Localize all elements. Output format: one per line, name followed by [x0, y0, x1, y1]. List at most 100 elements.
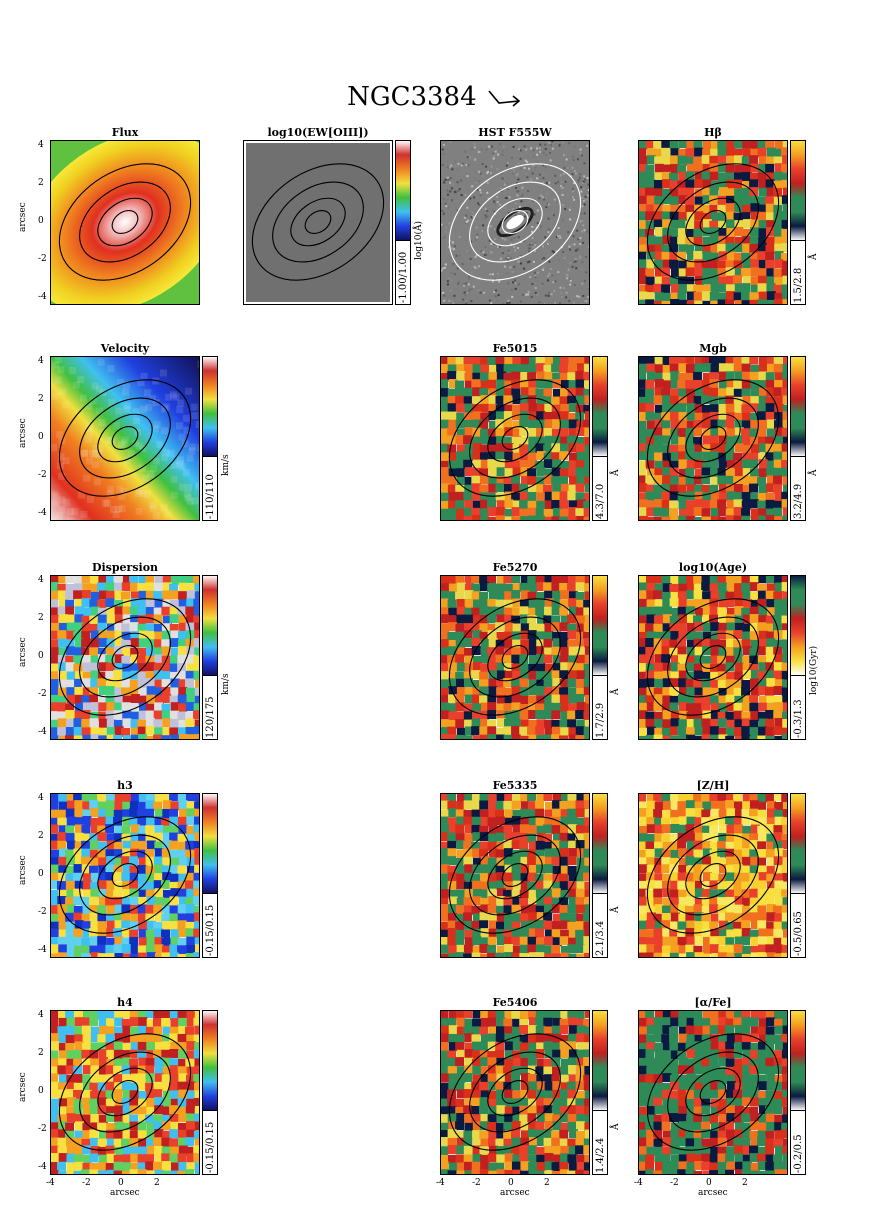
- isophote-contour: [304, 209, 332, 235]
- isophote-contour: [487, 197, 543, 247]
- isophote-contour: [469, 834, 561, 916]
- y-tick-label: 2: [38, 1048, 44, 1058]
- colorbar-unit: log10(Å): [414, 220, 424, 260]
- y-tick-label: 4: [38, 793, 44, 803]
- isophote-contour: [448, 379, 582, 497]
- y-tick-label: 2: [38, 178, 44, 188]
- isophote-contour: [487, 1067, 543, 1117]
- isophote-contour: [699, 1079, 727, 1105]
- colorbar-unit: km/s: [221, 673, 231, 695]
- x-tick-label: 2: [544, 1178, 550, 1188]
- panel-title: h3: [117, 779, 133, 792]
- panel-title: HST F555W: [478, 126, 552, 139]
- map-image: [638, 1010, 788, 1175]
- isophote-contour: [58, 1033, 192, 1151]
- isophote-contour: [646, 163, 780, 281]
- colorbar-range: -110/110: [205, 474, 216, 519]
- colorbar: [592, 356, 608, 521]
- map-image: [638, 140, 788, 305]
- y-tick-label: 0: [38, 216, 44, 226]
- isophote-contour: [111, 209, 139, 235]
- isophote-contour: [667, 181, 759, 263]
- north-east-arrow-icon: [488, 90, 521, 107]
- x-tick-label: 0: [118, 1178, 124, 1188]
- map-image: [50, 793, 200, 958]
- isophote-contour: [448, 163, 582, 281]
- isophote-contour: [448, 598, 582, 716]
- panel-title: log10(EW[OIII]): [267, 126, 369, 139]
- isophote-contour: [448, 1033, 582, 1151]
- colorbar: [790, 793, 806, 958]
- y-tick-label: -2: [38, 907, 47, 917]
- y-tick-label: 4: [38, 575, 44, 585]
- isophote-contour: [79, 181, 171, 263]
- isophote-contour: [58, 816, 192, 934]
- isophote-contour: [646, 379, 780, 497]
- x-tick-label: -2: [82, 1178, 91, 1188]
- colorbar-range: 4.3/7.0: [595, 483, 606, 519]
- isophote-contour: [501, 644, 529, 670]
- y-tick-label: -2: [38, 470, 47, 480]
- map-image: [440, 356, 590, 521]
- colorbar-range: 3.2/4.9: [793, 483, 804, 519]
- isophote-contour: [699, 862, 727, 888]
- y-tick-label: -4: [38, 508, 47, 518]
- panel-title: h4: [117, 996, 133, 1009]
- colorbar: [592, 793, 608, 958]
- isophote-contour: [111, 862, 139, 888]
- colorbar: [790, 356, 806, 521]
- figure-title: NGC3384: [0, 82, 872, 112]
- y-tick-label: 0: [38, 432, 44, 442]
- y-axis-label: arcsec: [18, 637, 28, 667]
- map-image: [243, 140, 393, 305]
- isophote-contour: [97, 197, 153, 247]
- map-image: [50, 356, 200, 521]
- isophote-contour: [58, 379, 192, 497]
- y-axis-label: arcsec: [18, 855, 28, 885]
- colorbar-unit: Å: [611, 906, 621, 914]
- colorbar-unit: log10(Gyr): [809, 645, 819, 695]
- x-tick-label: 0: [508, 1178, 514, 1188]
- isophote-contour: [111, 1079, 139, 1105]
- colorbar-range: 1.4/2.4: [595, 1137, 606, 1173]
- colorbar: [790, 1010, 806, 1175]
- isophote-contour: [79, 616, 171, 698]
- y-tick-label: -2: [38, 254, 47, 264]
- panel-title: Velocity: [100, 342, 150, 355]
- colorbar: [202, 793, 218, 958]
- y-tick-label: 2: [38, 613, 44, 623]
- x-axis-label: arcsec: [110, 1188, 140, 1198]
- x-tick-label: 2: [154, 1178, 160, 1188]
- map-image: [50, 575, 200, 740]
- x-tick-label: -2: [670, 1178, 679, 1188]
- y-tick-label: -4: [38, 945, 47, 955]
- map-image: [638, 793, 788, 958]
- x-tick-label: 2: [742, 1178, 748, 1188]
- isophote-contour: [448, 816, 582, 934]
- panel-title: Fe5406: [492, 996, 538, 1009]
- map-image: [440, 1010, 590, 1175]
- y-tick-label: 0: [38, 651, 44, 661]
- map-image: [638, 575, 788, 740]
- map-image: [440, 575, 590, 740]
- isophote-contour: [97, 1067, 153, 1117]
- colorbar: [395, 140, 411, 305]
- colorbar-unit: Å: [611, 469, 621, 477]
- colorbar: [790, 575, 806, 740]
- isophote-contour: [501, 1079, 529, 1105]
- isophote-contour: [685, 413, 741, 463]
- colorbar-range: -0.3/1.3: [793, 699, 804, 738]
- isophote-contour: [685, 632, 741, 682]
- map-image: [440, 793, 590, 958]
- colorbar-unit: Å: [611, 1123, 621, 1131]
- y-tick-label: -2: [38, 689, 47, 699]
- y-tick-label: 2: [38, 394, 44, 404]
- colorbar-unit: Å: [809, 253, 819, 261]
- x-axis-label: arcsec: [500, 1188, 530, 1198]
- colorbar-range: -0.15/0.15: [205, 1121, 216, 1173]
- panel-title: Flux: [111, 126, 139, 139]
- isophote-contour: [58, 598, 192, 716]
- isophote-contour: [111, 644, 139, 670]
- isophote-contour: [58, 163, 192, 281]
- isophote-contour: [97, 413, 153, 463]
